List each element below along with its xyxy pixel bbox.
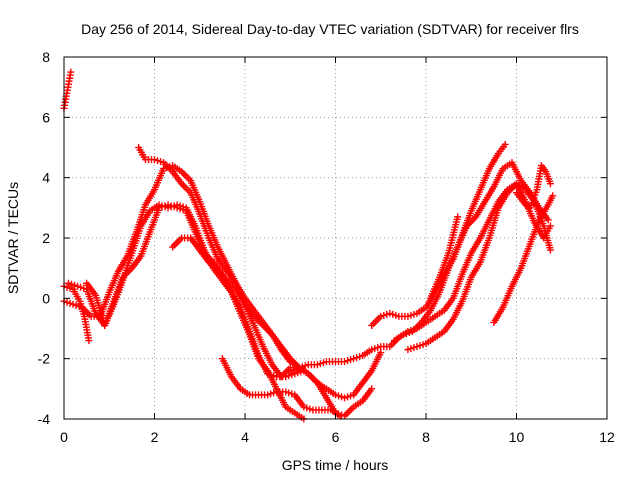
data-points — [60, 68, 557, 423]
series-track-13 — [427, 213, 462, 302]
series-track-8 — [218, 355, 344, 420]
series-track-14 — [490, 192, 557, 326]
series-track-2 — [60, 282, 93, 345]
series-track-5 — [83, 201, 308, 423]
x-axis-label: GPS time / hours — [282, 457, 389, 473]
data-point — [368, 385, 376, 393]
series-track-12 — [404, 180, 554, 354]
data-point — [546, 222, 554, 230]
data-point — [501, 140, 509, 148]
tick-labels: 0 2 4 6 8 10 12 -4 -2 0 2 4 6 8 — [38, 49, 615, 445]
x-tick-label: 8 — [422, 429, 430, 445]
x-tick-label: 0 — [60, 429, 68, 445]
y-tick-label: 8 — [42, 49, 50, 65]
data-point — [546, 180, 554, 188]
series-track-11 — [390, 159, 552, 345]
data-point — [549, 192, 557, 200]
data-point — [336, 412, 344, 420]
data-point — [454, 213, 462, 221]
grid-lines — [64, 57, 607, 419]
series-track-7 — [169, 234, 376, 420]
y-tick-label: 6 — [42, 109, 50, 125]
x-tick-label: 10 — [509, 429, 525, 445]
y-tick-label: 4 — [42, 170, 50, 186]
y-tick-label: -4 — [38, 411, 51, 427]
data-point — [544, 216, 552, 224]
series-track-4 — [65, 201, 308, 381]
x-tick-label: 12 — [599, 429, 615, 445]
series-track-15 — [513, 162, 554, 212]
y-tick-label: 2 — [42, 230, 50, 246]
data-point — [67, 68, 75, 76]
axis-ticks — [63, 56, 608, 420]
x-tick-label: 6 — [332, 429, 340, 445]
y-tick-label: 0 — [42, 290, 50, 306]
series-track-3 — [60, 162, 294, 381]
x-tick-label: 4 — [241, 429, 249, 445]
y-axis-label: SDTVAR / TECUs — [5, 182, 21, 294]
data-point — [546, 246, 554, 254]
data-point — [85, 337, 93, 345]
chart-title: Day 256 of 2014, Sidereal Day-to-day VTE… — [81, 21, 579, 37]
y-tick-label: -2 — [38, 351, 51, 367]
x-tick-label: 2 — [151, 429, 159, 445]
data-point — [377, 349, 385, 357]
series-track-1 — [60, 68, 75, 112]
